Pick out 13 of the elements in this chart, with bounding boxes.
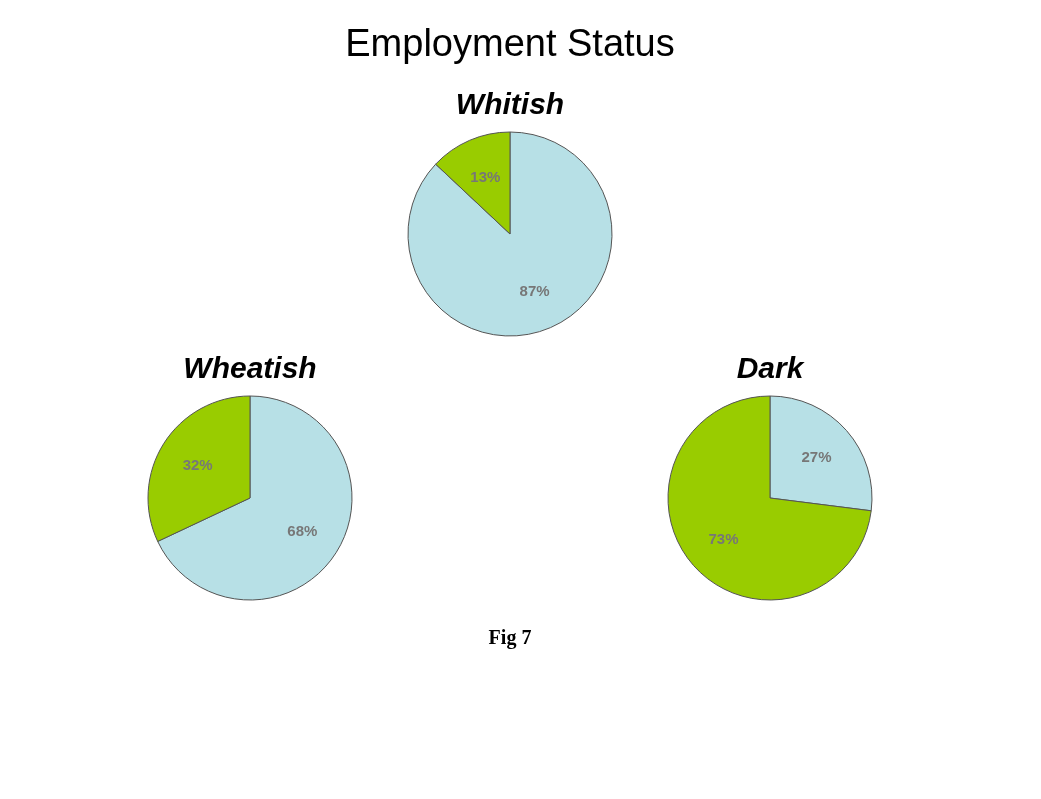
- text: Employment Status: [345, 22, 675, 64]
- data-label: 73%: [708, 530, 739, 547]
- pie-slice: [667, 395, 872, 601]
- data-label: 32%: [182, 455, 213, 473]
- chart-title: Wheatish: [183, 351, 317, 384]
- data-label: 68%: [287, 522, 318, 540]
- chart-title: Dark: [736, 351, 805, 384]
- data-label: 87%: [519, 281, 550, 299]
- pie-slice: [407, 131, 613, 337]
- caption: Fig 7: [488, 626, 532, 649]
- data-label: 13%: [470, 168, 501, 186]
- chart-title: Whitish: [455, 87, 565, 120]
- data-label: 27%: [801, 448, 832, 465]
